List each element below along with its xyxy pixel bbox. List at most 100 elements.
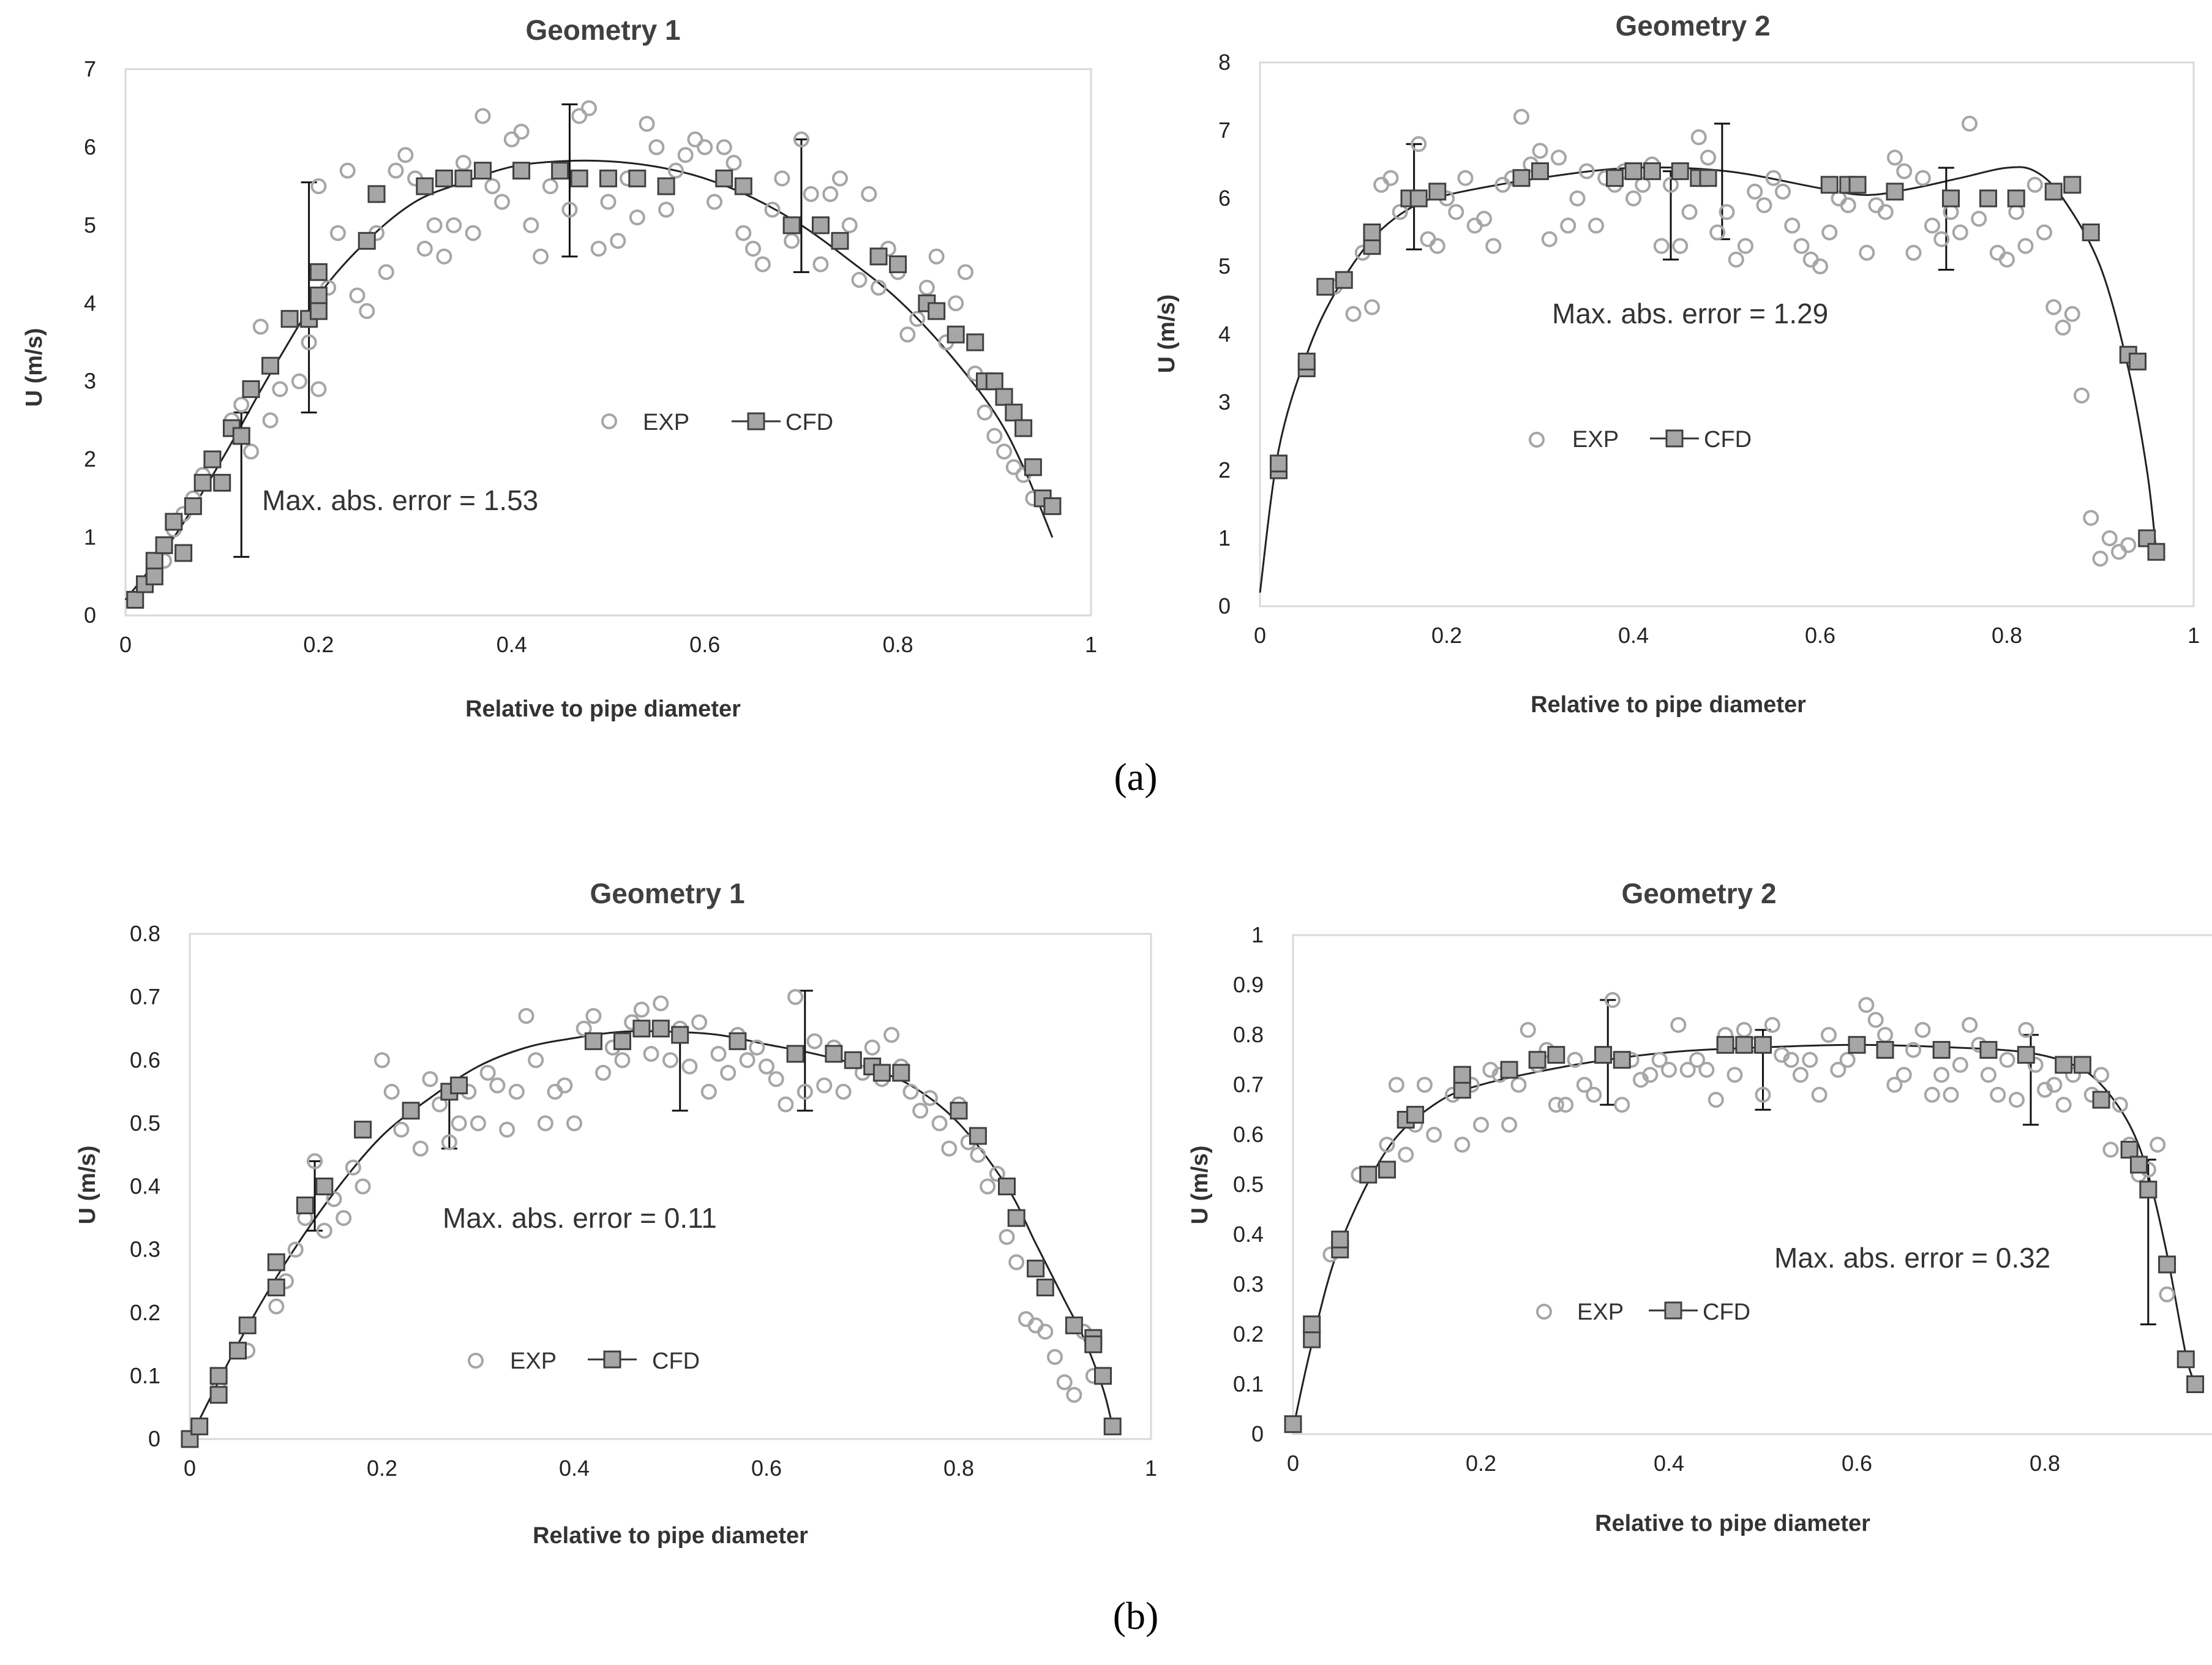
exp-point [710, 1045, 727, 1062]
exp-point [1047, 1348, 1063, 1365]
exp-point [499, 1121, 516, 1138]
exp-point [590, 241, 607, 257]
cfd-point [1094, 1367, 1112, 1385]
exp-point [1868, 197, 1884, 214]
exp-point [2008, 1091, 2025, 1108]
chart-title: Geometry 2 [1621, 878, 1776, 909]
exp-point [2112, 1097, 2128, 1113]
exp-point [1604, 991, 1621, 1008]
legend-exp-label: EXP [1572, 427, 1619, 453]
y-tick-label: 7 [84, 56, 96, 81]
plot-area [1259, 61, 2195, 607]
x-tick-label: 0.8 [1992, 623, 2022, 648]
exp-point [1971, 211, 1987, 227]
cfd-point [1084, 1335, 1103, 1353]
exp-point [1802, 1051, 1818, 1068]
cfd-point [309, 302, 328, 320]
exp-point [1476, 211, 1492, 227]
exp-point [918, 279, 935, 296]
y-tick-label: 0.1 [130, 1363, 160, 1388]
exp-point [662, 1052, 678, 1069]
chart-b-geometry-2: Geometry 2 Relative to pipe diameter U (… [1187, 878, 2212, 1536]
cfd-point [1428, 182, 1447, 201]
x-tick-label: 0.2 [1431, 623, 1462, 648]
exp-point [912, 1102, 929, 1119]
exp-point [970, 1146, 986, 1163]
chart-title: Geometry 1 [590, 878, 744, 909]
cfd-point [229, 1342, 247, 1360]
exp-point [1520, 1021, 1536, 1038]
y-tick-label: 1 [1251, 922, 1264, 947]
exp-point [667, 162, 684, 179]
cfd-point [1297, 352, 1316, 370]
exp-point [720, 1064, 737, 1081]
legend-cfd-label: CFD [1704, 427, 1752, 453]
legend-exp-label: EXP [1577, 1299, 1624, 1325]
exp-point [909, 310, 926, 327]
x-tick-label: 1 [1145, 1456, 1157, 1481]
exp-point [948, 295, 964, 312]
exp-point [1784, 217, 1801, 234]
legend-exp-label: EXP [643, 410, 689, 435]
cfd-point [1528, 1051, 1547, 1069]
exp-point [1661, 1062, 1677, 1078]
exp-point [1999, 1051, 2015, 1068]
exp-point [1541, 231, 1558, 247]
cfd-point [1848, 1035, 1866, 1054]
exp-point [1821, 224, 1838, 241]
chart-b-geometry-1: Geometry 1 Relative to pipe diameter U (… [75, 878, 1157, 1549]
exp-point [575, 1020, 592, 1037]
legend-exp-marker [601, 413, 617, 429]
cfd-point [1303, 1315, 1321, 1334]
cfd-point [1512, 169, 1531, 187]
cfd-point [1735, 1035, 1753, 1054]
x-tick-label: 0 [184, 1456, 196, 1481]
y-tick-label: 0.8 [130, 921, 160, 946]
y-tick-label: 0.3 [130, 1237, 160, 1262]
cfd-point [570, 169, 588, 187]
exp-point [768, 1071, 784, 1088]
cfd-point [1886, 182, 1904, 201]
exp-point [359, 303, 375, 320]
x-axis-label: Relative to pipe diameter [465, 696, 741, 722]
cfd-point [657, 177, 675, 195]
exp-point [986, 427, 1003, 444]
exp-point [1429, 238, 1445, 254]
cfd-point [782, 216, 801, 235]
x-tick-label: 0.4 [1654, 1451, 1684, 1476]
exp-point [339, 162, 356, 179]
y-tick-label: 0.6 [1233, 1122, 1264, 1147]
exp-point [1373, 176, 1390, 193]
exp-point [1726, 1067, 1743, 1083]
cfd-point [1979, 189, 1997, 208]
exp-point [1840, 197, 1856, 214]
exp-point [1980, 1067, 1996, 1083]
exp-point [1411, 136, 1427, 152]
exp-point [436, 248, 452, 265]
legend: EXP CFD [468, 1348, 700, 1374]
exp-point [697, 139, 713, 156]
exp-point [1690, 129, 1707, 146]
exp-point [1811, 1086, 1828, 1103]
exp-point [861, 186, 877, 202]
exp-point [1962, 1017, 1978, 1033]
y-tick-label: 0.4 [1233, 1222, 1264, 1247]
exp-point [566, 1115, 582, 1132]
exp-point [1755, 1086, 1771, 1103]
exp-points [1322, 991, 2175, 1302]
cfd-point [1500, 1061, 1518, 1079]
y-tick-label: 8 [1218, 50, 1231, 75]
y-tick-label: 2 [1218, 457, 1231, 483]
cfd-point [985, 372, 1003, 391]
exp-point [1642, 1067, 1659, 1083]
exp-point [378, 264, 394, 280]
exp-point [754, 256, 771, 272]
exp-point [1914, 1021, 1931, 1038]
legend-cfd-marker [1664, 1301, 1682, 1320]
x-tick-label: 0.6 [689, 632, 720, 657]
cfd-point [831, 231, 849, 250]
exp-point [1914, 170, 1931, 186]
error-bars [307, 990, 813, 1232]
cfd-point [126, 591, 144, 609]
chart-title: Geometry 1 [525, 14, 680, 46]
